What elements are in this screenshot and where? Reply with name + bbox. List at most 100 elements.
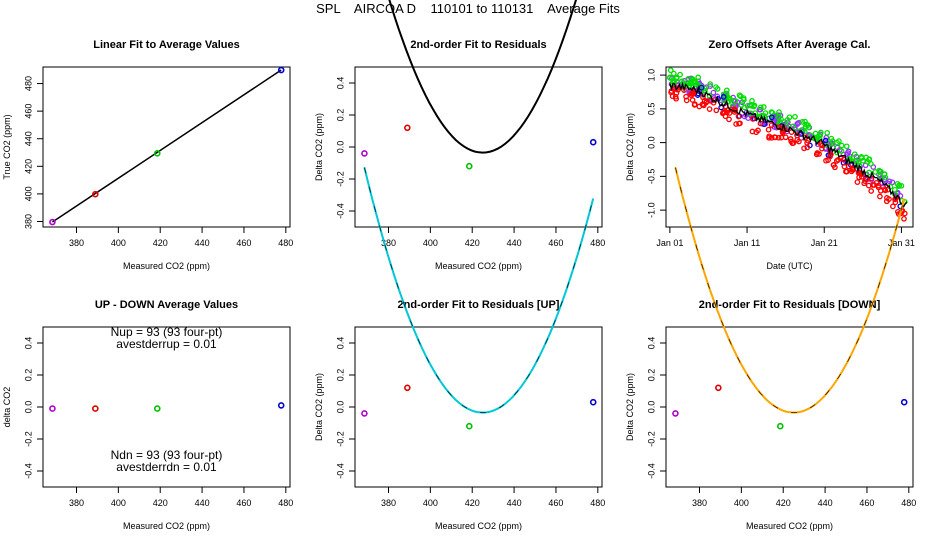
series-point: [698, 84, 705, 91]
x-tick-label: 460: [859, 498, 874, 508]
series-point: [689, 97, 696, 103]
y-axis-label: True CO2 (ppm): [2, 114, 12, 179]
series-point: [813, 151, 820, 158]
annotation-text: Nup = 93 (93 four-pt): [111, 325, 223, 339]
y-tick-label: 0.4: [335, 77, 345, 90]
fit-curve-overlay: [675, 167, 905, 413]
series-point: [778, 116, 784, 122]
x-tick-label: 440: [818, 498, 833, 508]
series-point: [816, 151, 822, 157]
series-point: [824, 129, 831, 136]
data-point: [589, 138, 597, 146]
x-tick-label: 400: [423, 498, 438, 508]
series-point: [762, 110, 769, 116]
x-tick-label: 380: [381, 238, 396, 248]
series-point: [749, 116, 756, 122]
series-point: [735, 113, 742, 120]
x-tick-label: 400: [111, 498, 126, 508]
x-axis-label: Measured CO2 (ppm): [435, 261, 522, 271]
series-point: [802, 118, 808, 125]
data-point: [465, 422, 473, 430]
series-point: [792, 113, 798, 120]
series-point: [703, 98, 710, 105]
x-tick-label: 420: [465, 238, 480, 248]
series-point: [670, 70, 677, 77]
y-tick-label: 0.2: [646, 369, 656, 382]
series-point: [707, 81, 714, 87]
series-point: [726, 110, 733, 116]
series-point: [740, 95, 747, 101]
x-tick-label: 440: [195, 498, 210, 508]
y-axis-label: Delta CO2 (ppm): [625, 113, 635, 181]
x-tick-label: 460: [236, 238, 251, 248]
x-axis-label: Measured CO2 (ppm): [123, 261, 210, 271]
series-point: [882, 187, 889, 194]
series-point: [706, 106, 713, 112]
fit-line: [52, 69, 282, 223]
x-tick-label: 400: [111, 238, 126, 248]
x-tick-label: Jan 01: [656, 238, 683, 248]
x-axis-label: Measured CO2 (ppm): [123, 521, 210, 531]
data-point: [92, 190, 99, 198]
data-point: [715, 384, 722, 392]
series-point: [732, 97, 739, 104]
y-tick-label: 440: [23, 131, 33, 146]
x-tick-label: Jan 11: [734, 238, 760, 248]
y-tick-label: 0.4: [23, 337, 33, 350]
series-point: [790, 123, 796, 130]
series-point: [843, 143, 850, 150]
y-axis-label: Delta CO2 (ppm): [314, 373, 324, 441]
y-tick-label: -0.2: [646, 431, 656, 447]
fit-curve: [674, 167, 906, 414]
series-point: [667, 75, 673, 81]
annotation-text: Ndn = 93 (93 four-pt): [111, 448, 223, 462]
x-tick-label: 440: [507, 238, 522, 248]
data-point: [153, 405, 161, 412]
series-point: [851, 151, 858, 158]
data-point: [900, 398, 908, 406]
series-point: [669, 93, 676, 100]
x-tick-label: 380: [69, 498, 84, 508]
series-point: [845, 163, 852, 170]
plot-frame: [665, 326, 914, 488]
y-tick-label: 0.0: [646, 401, 656, 414]
series-point: [751, 103, 757, 110]
x-tick-label: Jan 31: [888, 238, 915, 248]
y-tick-label: 0.2: [335, 369, 345, 382]
chart-title: 2nd-order Fit to Residuals: [410, 39, 546, 51]
y-tick-label: 0.0: [646, 136, 656, 149]
series-line: [669, 81, 908, 209]
y-axis-label: delta CO2: [2, 387, 12, 428]
y-tick-label: 400: [23, 186, 33, 201]
y-tick-label: -1.0: [646, 202, 656, 218]
x-tick-label: 380: [692, 498, 707, 508]
y-tick-label: -0.4: [335, 463, 345, 479]
x-tick-label: 460: [548, 238, 563, 248]
series-point: [700, 102, 707, 109]
y-tick-label: 480: [23, 76, 33, 91]
x-tick-label: 420: [776, 498, 791, 508]
series-point: [825, 157, 831, 163]
series-point: [836, 138, 842, 144]
series-point: [819, 145, 825, 152]
y-axis-label: Delta CO2 (ppm): [625, 373, 635, 441]
series-point: [766, 134, 772, 141]
series-point: [866, 156, 872, 163]
series-point: [854, 179, 861, 185]
series-point: [892, 199, 899, 206]
series-point: [866, 169, 872, 176]
series-point: [804, 144, 811, 151]
series-point: [706, 92, 713, 99]
series-point: [850, 166, 856, 173]
x-tick-label: 420: [465, 498, 480, 508]
y-tick-label: -0.4: [646, 463, 656, 479]
data-point: [776, 422, 784, 430]
data-point: [277, 66, 285, 74]
y-tick-label: 460: [23, 104, 33, 119]
series-point: [901, 215, 907, 222]
